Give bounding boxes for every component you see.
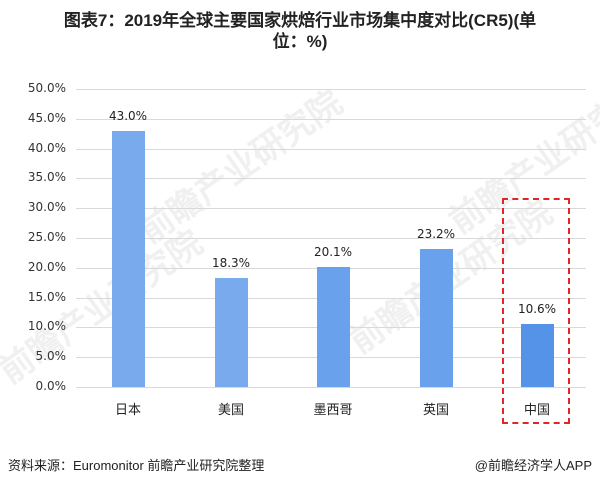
y-axis-tick-label: 15.0% xyxy=(27,290,66,304)
bar-2 xyxy=(317,267,350,387)
y-axis-tick-label: 35.0% xyxy=(27,170,66,184)
bar-0 xyxy=(112,131,145,387)
bar-value-label: 43.0% xyxy=(108,109,148,123)
chart-title-line2: 位：%) xyxy=(272,32,328,51)
bar-value-label: 18.3% xyxy=(211,256,251,270)
y-axis-tick-label: 20.0% xyxy=(27,260,66,274)
y-axis-tick-label: 40.0% xyxy=(27,141,66,155)
app-credit: @前瞻经济学人APP xyxy=(474,458,592,473)
china-highlight-box xyxy=(502,198,570,424)
y-axis-tick-label: 10.0% xyxy=(27,319,66,333)
y-axis-tick-label: 5.0% xyxy=(35,349,67,363)
bar-value-label: 20.1% xyxy=(313,245,353,259)
chart-title-line1: 图表7：2019年全球主要国家烘焙行业市场集中度对比(CR5)(单 xyxy=(63,11,537,30)
y-axis-tick-label: 45.0% xyxy=(27,111,66,125)
x-axis-category-label: 中国 xyxy=(523,403,550,418)
x-axis-category-label: 日本 xyxy=(114,403,141,418)
y-axis-tick-label: 30.0% xyxy=(27,200,66,214)
gridline xyxy=(76,149,586,150)
x-axis-category-label: 墨西哥 xyxy=(313,403,353,418)
gridline xyxy=(76,208,586,209)
bar-value-label: 10.6% xyxy=(517,302,557,316)
source-note: 资料来源：Euromonitor 前瞻产业研究院整理 xyxy=(8,458,265,473)
gridline xyxy=(76,238,586,239)
y-axis-tick-label: 25.0% xyxy=(27,230,66,244)
bar-1 xyxy=(215,278,248,387)
gridline xyxy=(76,119,586,120)
bar-value-label: 23.2% xyxy=(416,227,456,241)
y-axis-tick-label: 50.0% xyxy=(27,81,66,95)
watermark: 前瞻产业研究院 xyxy=(132,82,350,253)
y-axis-tick-label: 0.0% xyxy=(35,379,67,393)
gridline xyxy=(76,387,586,388)
gridline xyxy=(76,89,586,90)
x-axis-category-label: 美国 xyxy=(217,403,244,418)
bar-3 xyxy=(420,249,453,387)
x-axis-category-label: 英国 xyxy=(422,403,449,418)
bar-4 xyxy=(521,324,554,387)
gridline xyxy=(76,178,586,179)
chart-title: 图表7：2019年全球主要国家烘焙行业市场集中度对比(CR5)(单 位：%) xyxy=(0,10,600,52)
